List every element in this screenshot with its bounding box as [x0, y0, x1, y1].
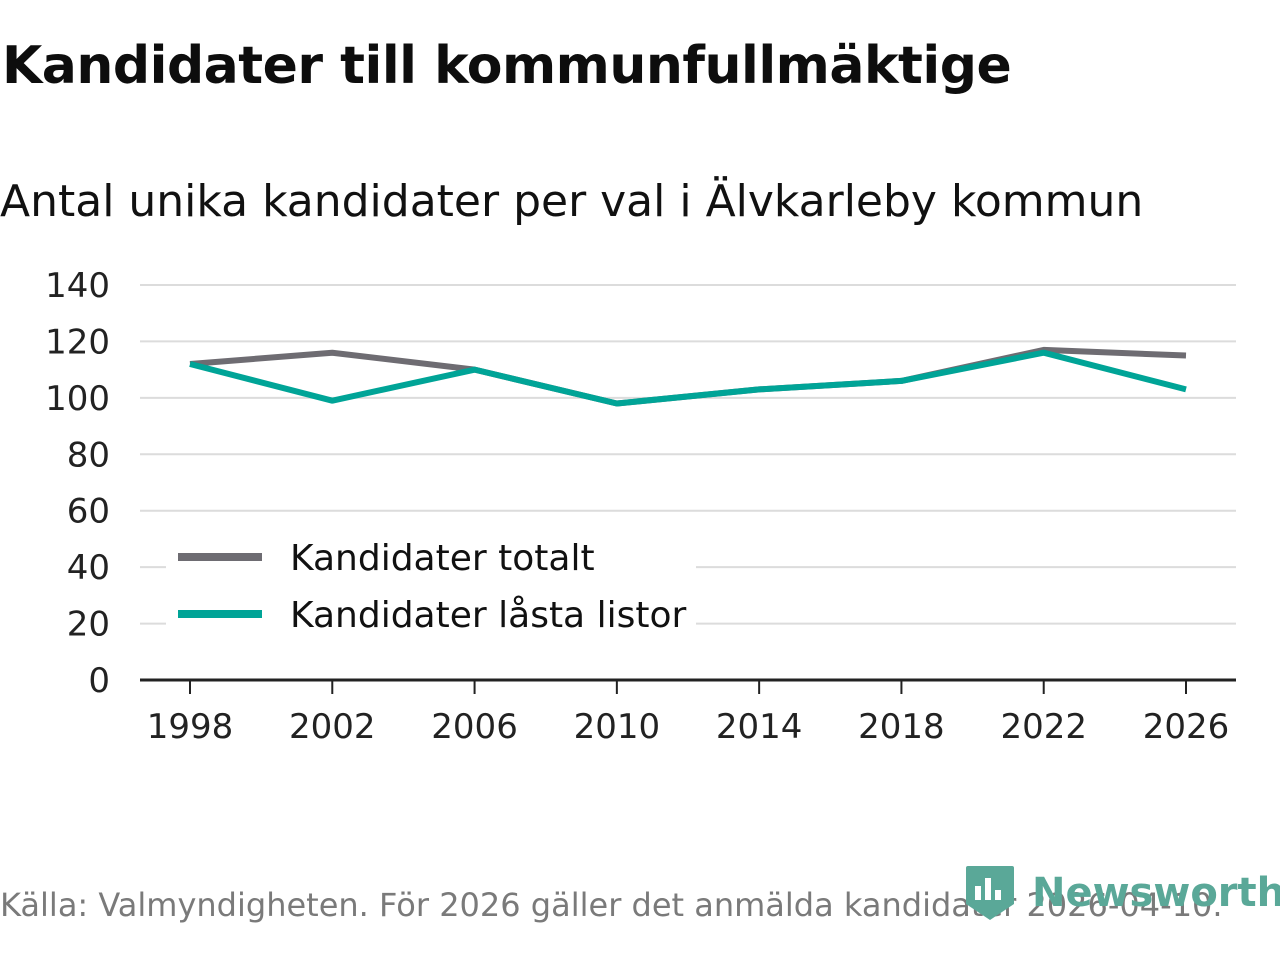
y-tick-label: 0 [88, 661, 110, 701]
series-line-kandidater-lasta-listor [189, 349, 1187, 407]
chart-title: Kandidater till kommunfullmäktige [2, 36, 1012, 96]
y-tick-label: 100 [45, 379, 110, 419]
x-tick-label: 2018 [858, 707, 945, 747]
y-tick-label: 40 [67, 548, 110, 588]
x-tick-label: 2002 [289, 707, 376, 747]
y-tick-label: 20 [67, 605, 110, 645]
x-tick-label: 1998 [147, 707, 234, 747]
brand-logo: Newsworthy [964, 864, 1280, 922]
legend-label: Kandidater totalt [290, 538, 595, 579]
y-tick-label: 120 [45, 322, 110, 362]
y-tick-label: 60 [67, 492, 110, 532]
brand-name: Newsworthy [1032, 870, 1280, 916]
legend-label: Kandidater låsta listor [290, 595, 686, 636]
series-lines [189, 346, 1187, 407]
x-axis: 1998 2002 2006 2010 2014 2018 2022 2026 [140, 678, 1236, 747]
y-tick-label: 140 [45, 266, 110, 306]
legend: Kandidater totalt Kandidater låsta listor [166, 528, 696, 646]
x-tick-label: 2006 [431, 707, 518, 747]
x-tick-label: 2010 [574, 707, 661, 747]
legend-background [166, 528, 696, 646]
y-tick-label: 80 [67, 435, 110, 475]
y-axis-tick-labels: 0 20 40 60 80 100 120 140 [45, 266, 110, 701]
source-note: Källa: Valmyndigheten. För 2026 gäller d… [0, 886, 1223, 924]
x-tick-label: 2014 [716, 707, 803, 747]
x-tick-label: 2022 [1000, 707, 1087, 747]
newsworthy-logo-icon [966, 866, 1014, 920]
x-tick-label: 2026 [1143, 707, 1230, 747]
chart-subtitle: Antal unika kandidater per val i Älvkarl… [0, 176, 1144, 227]
